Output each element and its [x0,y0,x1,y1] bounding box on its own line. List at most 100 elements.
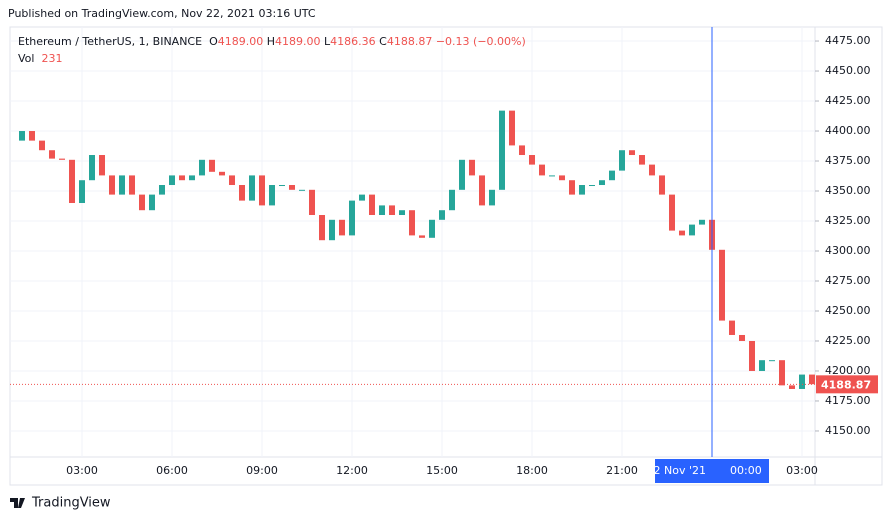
candle [769,360,775,362]
candle [99,155,105,176]
volume-legend: Vol 231 [18,52,62,65]
candle [129,175,135,195]
candle [649,164,655,176]
x-tick-label: 03:00 [66,464,98,477]
candle [219,171,225,176]
candle [629,150,635,156]
overlay: 4150.00 4175.00 4200.00 4225.00 4250.00 4275.… [10,27,878,483]
candle [299,189,305,191]
candle [659,175,665,195]
candle [579,185,585,195]
candle [379,205,385,216]
candle [519,145,525,156]
candle [149,194,155,211]
candle [19,131,25,141]
x-tick-label: 18:00 [516,464,548,477]
candle [619,150,625,171]
candle [199,159,205,176]
volume-value: 231 [41,52,62,65]
y-tick-label: 4350.00 [825,184,871,197]
candle [159,185,165,195]
candle [69,159,75,204]
candle [369,194,375,216]
y-tick-label: 4425.00 [825,94,871,107]
y-tick-label: 4225.00 [825,334,871,347]
y-tick-label: 4375.00 [825,154,871,167]
candle [589,185,595,187]
candle [549,175,555,177]
candle [29,131,35,141]
candle [429,219,435,238]
ohlc-value: 4189.00 [275,35,321,48]
candle [279,185,285,187]
candle [389,205,395,216]
volume-label: Vol [18,52,34,65]
candle [109,175,115,195]
ohlc-label: C [379,35,387,48]
candle [359,194,365,201]
candle [39,140,45,151]
candle [139,194,145,211]
candle [349,200,355,236]
ohlc-value: 4186.36 [330,35,376,48]
candle [229,175,235,186]
crosshair-date: 22 Nov '21 [647,464,706,477]
y-tick-label: 4275.00 [825,274,871,287]
candle [259,175,265,206]
candle [779,360,785,386]
y-tick-label: 4300.00 [825,244,871,257]
x-tick-label: 06:00 [156,464,188,477]
candle [269,185,275,206]
brand: TradingView [31,496,111,511]
candle [719,249,725,321]
y-tick-label: 4325.00 [825,214,871,227]
candle [489,189,495,206]
candle [739,334,745,341]
x-tick-label: 09:00 [246,464,278,477]
candle [329,219,335,241]
candle [539,164,545,176]
crosshair-badge [655,459,769,483]
y-tick-label: 4150.00 [825,424,871,437]
candle [339,219,345,236]
logo [10,498,25,508]
y-tick-label: 4450.00 [825,64,871,77]
x-tick-label: 21:00 [606,464,638,477]
candle [169,175,175,186]
ohlc-label: L [324,35,331,48]
candle [759,360,765,371]
candle [459,159,465,190]
candle [119,175,125,195]
candle [729,320,735,335]
candle [669,194,675,231]
candle [49,150,55,159]
candle [309,189,315,216]
candle [499,110,505,190]
candle [399,210,405,216]
candle [79,180,85,204]
ohlc-label: O [209,35,218,48]
candle [59,158,65,160]
y-tick-label: 4200.00 [825,364,871,377]
candle [449,189,455,211]
candle [239,185,245,201]
symbol: Ethereum / TetherUS, 1, BINANCE [18,35,202,48]
candle [419,235,425,238]
candle [609,170,615,181]
y-tick-label: 4475.00 [825,34,871,47]
chart-frame [9,26,883,486]
y-tick-label: 4250.00 [825,304,871,317]
y-tick-label: 4175.00 [825,394,871,407]
candle [179,175,185,181]
grid [10,27,815,457]
candle [809,374,815,385]
y-tick-label: 4400.00 [825,124,871,137]
candle [689,224,695,236]
last-price-label: 4188.87 [821,378,871,391]
ohlc-value: 4188.87 [387,35,433,48]
candle [749,340,755,371]
ohlc-label: H [267,35,275,48]
candle [249,175,255,201]
candle [439,210,445,220]
crosshair-time: 00:00 [730,464,762,477]
